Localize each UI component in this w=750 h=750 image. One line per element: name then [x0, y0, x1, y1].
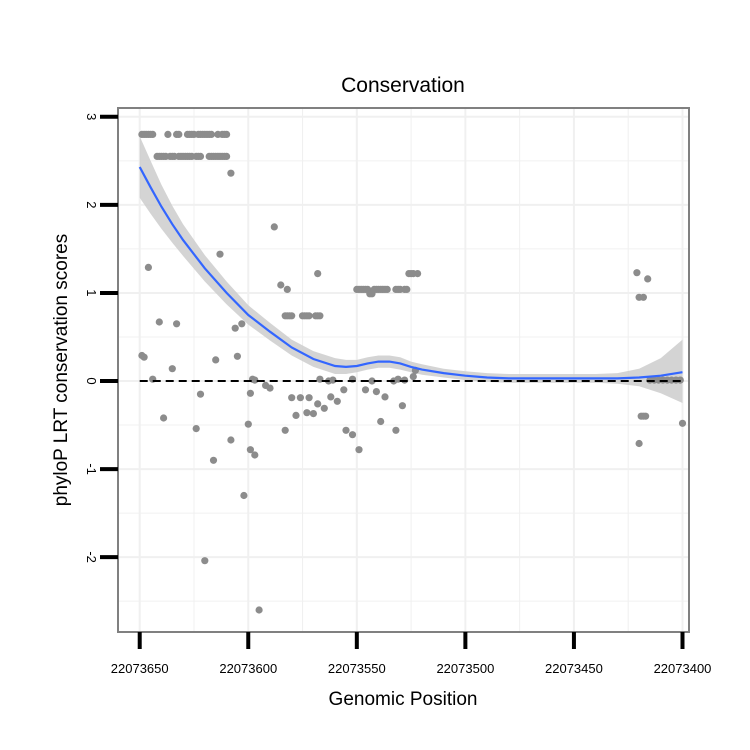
data-point — [342, 426, 350, 434]
data-point — [231, 324, 239, 332]
data-point — [240, 491, 248, 500]
y-tick-label: 3 — [84, 113, 99, 120]
x-tick-label: 22073400 — [654, 661, 712, 676]
data-point — [398, 402, 406, 410]
data-point — [196, 390, 205, 398]
data-point — [305, 394, 313, 402]
data-point — [292, 411, 300, 419]
data-point — [223, 152, 231, 160]
data-point — [377, 417, 385, 426]
data-point — [144, 263, 152, 271]
data-point — [348, 431, 357, 439]
chart-title: Conservation — [341, 74, 465, 97]
data-point — [281, 426, 289, 434]
data-point — [340, 386, 348, 394]
data-point — [392, 426, 400, 434]
data-point — [168, 365, 176, 373]
data-point — [233, 352, 241, 360]
x-tick-label: 22073450 — [545, 661, 603, 676]
data-point — [381, 393, 389, 401]
data-point — [409, 373, 417, 381]
data-point — [368, 377, 376, 385]
data-point — [305, 312, 313, 320]
data-point — [316, 312, 324, 320]
data-point — [251, 451, 259, 459]
data-point — [355, 446, 363, 454]
data-point — [270, 223, 278, 231]
data-point — [372, 388, 380, 396]
y-tick-label: -1 — [84, 463, 99, 475]
data-point — [246, 446, 254, 454]
data-point — [320, 404, 328, 412]
data-point — [361, 386, 370, 394]
data-point — [296, 394, 304, 402]
data-point — [277, 281, 285, 289]
y-tick-label: -2 — [84, 551, 99, 563]
data-point — [175, 130, 183, 138]
data-point — [288, 312, 296, 320]
data-point — [216, 250, 224, 258]
data-point — [255, 606, 263, 614]
data-point — [209, 456, 218, 464]
data-point — [642, 412, 650, 420]
data-point — [314, 400, 322, 408]
data-point — [251, 376, 259, 384]
smooth-trend-line — [138, 166, 683, 380]
data-point — [327, 393, 335, 401]
data-point — [164, 130, 172, 138]
data-point — [227, 436, 235, 444]
data-point — [212, 356, 220, 364]
x-tick-label: 22073500 — [436, 661, 494, 676]
data-point — [333, 397, 341, 405]
data-point — [155, 318, 163, 326]
data-point — [196, 152, 205, 160]
data-point — [314, 270, 322, 278]
x-tick-label: 22073600 — [219, 661, 277, 676]
x-tick-label: 22073550 — [328, 661, 386, 676]
y-axis-title: phyloP LRT conservation scores — [51, 234, 72, 507]
panel-border — [117, 107, 690, 633]
data-point — [288, 394, 296, 402]
data-point — [160, 414, 168, 422]
y-tick-label: 1 — [84, 289, 99, 296]
data-point — [201, 557, 209, 565]
data-point — [227, 169, 235, 177]
data-point — [316, 375, 324, 383]
data-point — [192, 425, 200, 433]
data-point — [635, 439, 643, 448]
data-point — [149, 130, 157, 138]
data-point — [633, 269, 641, 277]
data-point — [303, 409, 311, 417]
data-point — [383, 285, 391, 293]
data-point — [403, 285, 411, 293]
data-point — [246, 389, 254, 397]
y-axis-ticks: -2 -1 0 1 2 3 — [84, 113, 118, 563]
data-point — [639, 293, 648, 301]
data-point — [266, 384, 274, 392]
y-tick-label: 0 — [84, 377, 99, 384]
y-tick-label: 2 — [84, 201, 99, 208]
data-point — [207, 130, 215, 138]
data-point — [238, 320, 246, 328]
data-point — [329, 376, 337, 384]
data-point — [223, 130, 231, 138]
data-point — [173, 320, 181, 328]
data-point — [244, 420, 252, 428]
data-point — [140, 353, 148, 361]
data-point — [309, 410, 317, 418]
data-point — [678, 419, 687, 427]
x-tick-label: 22073650 — [111, 661, 169, 676]
data-point — [644, 275, 652, 283]
data-point — [283, 285, 291, 293]
data-point — [414, 270, 422, 278]
x-axis-ticks: 22073650 22073600 22073550 22073500 22073450… — [111, 632, 712, 676]
x-axis-title: Genomic Position — [329, 689, 478, 710]
